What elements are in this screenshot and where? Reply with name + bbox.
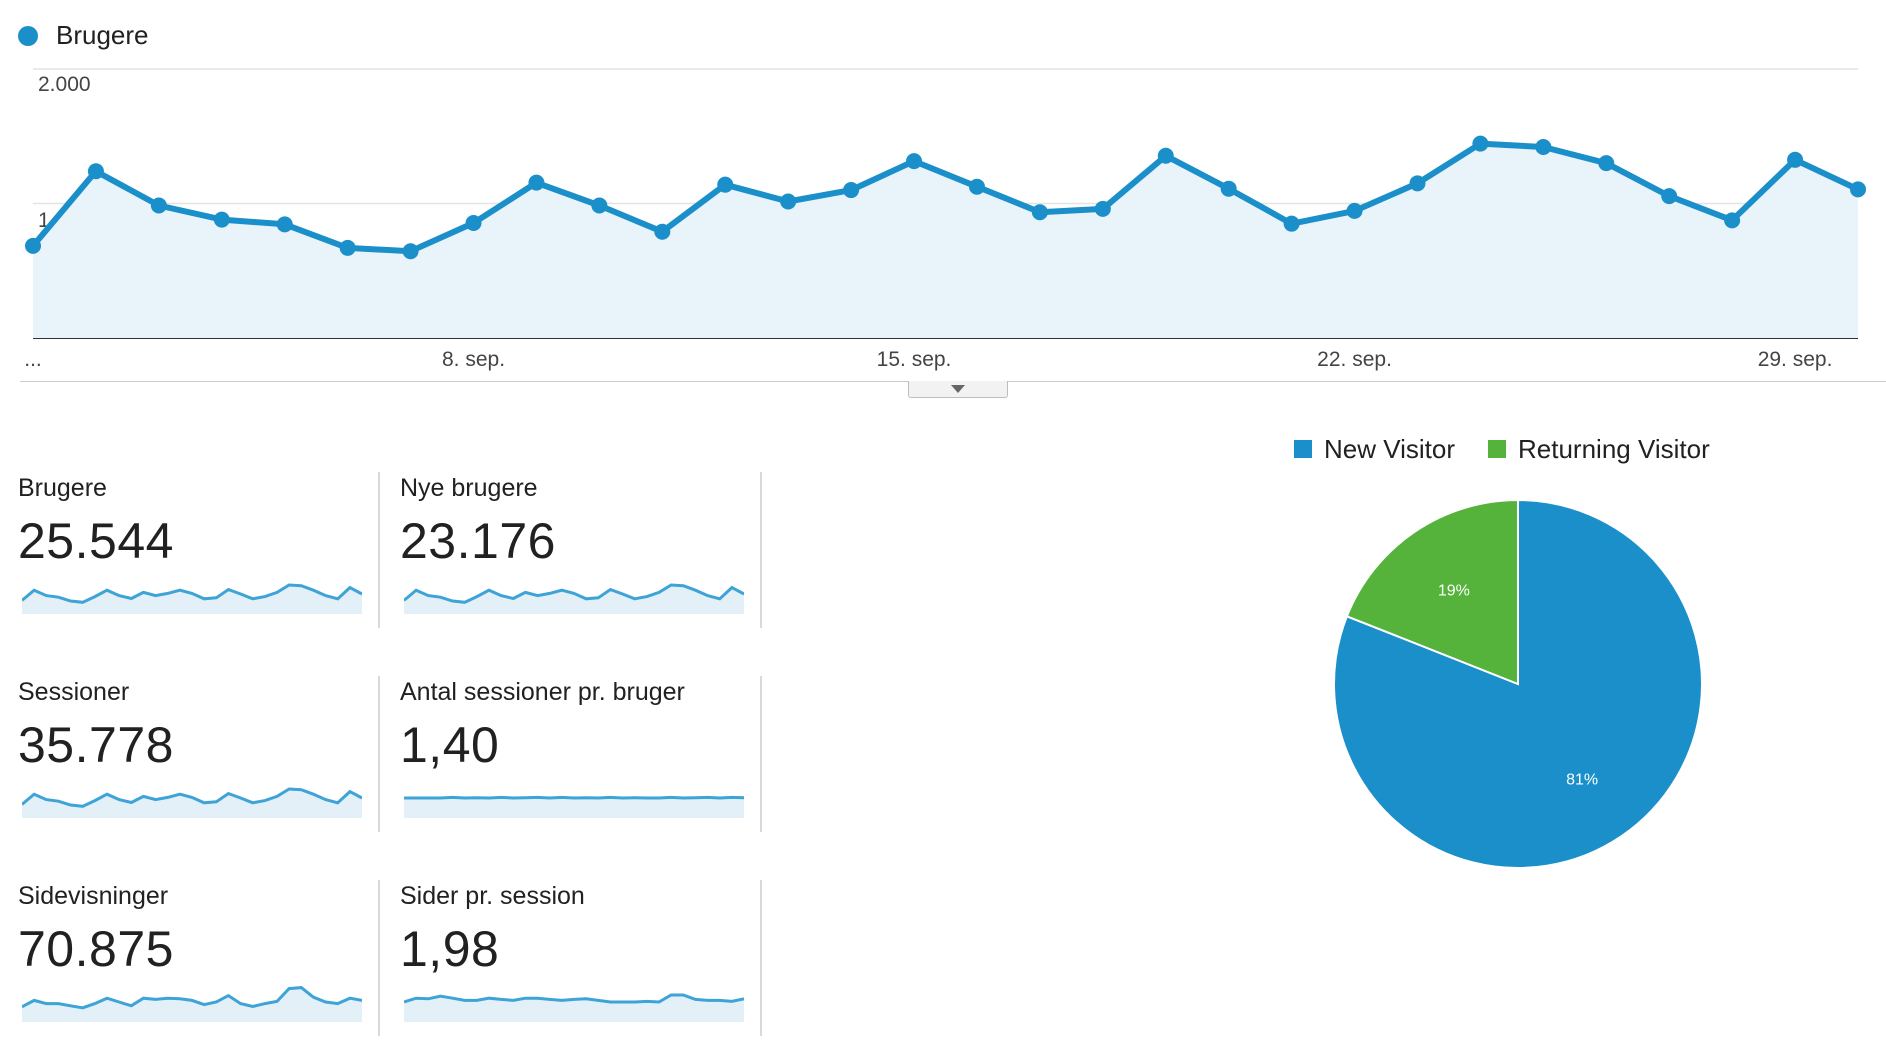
caret-down-icon bbox=[951, 385, 965, 393]
legend-dot-icon bbox=[18, 26, 38, 46]
metric-label: Antal sessioner pr. bruger bbox=[400, 678, 685, 706]
line-point[interactable] bbox=[654, 223, 671, 240]
sparkline-line bbox=[22, 583, 362, 604]
line-point[interactable] bbox=[1283, 215, 1300, 232]
line-point[interactable] bbox=[276, 216, 293, 233]
line-point[interactable] bbox=[591, 197, 608, 214]
sparkline bbox=[404, 583, 744, 614]
metric-separator bbox=[378, 676, 380, 832]
x-tick-label: 22. sep. bbox=[1317, 348, 1392, 371]
line-point[interactable] bbox=[25, 237, 41, 254]
y-tick-2000: 2.000 bbox=[38, 73, 91, 96]
metric-label: Nye brugere bbox=[400, 474, 538, 502]
sparkline bbox=[22, 986, 362, 1022]
line-point[interactable] bbox=[1031, 204, 1048, 221]
sparkline-line bbox=[22, 787, 362, 808]
sparkline bbox=[404, 795, 744, 818]
metric-separator bbox=[378, 472, 380, 628]
line-chart bbox=[25, 68, 1866, 339]
metric-tile[interactable]: Brugere 25.544 bbox=[18, 474, 363, 634]
metric-separator bbox=[760, 472, 762, 628]
sparkline-line bbox=[404, 583, 744, 604]
sparkline-area bbox=[404, 585, 744, 614]
sparkline-area bbox=[404, 995, 744, 1022]
line-point[interactable] bbox=[780, 193, 797, 210]
sparkline-area bbox=[22, 789, 362, 818]
line-point[interactable] bbox=[843, 182, 860, 199]
metric-value: 25.544 bbox=[18, 513, 174, 569]
metric-label: Brugere bbox=[18, 474, 107, 502]
x-tick-label: 29. sep. bbox=[1757, 348, 1833, 371]
sparkline-area bbox=[22, 585, 362, 614]
legend-swatch-icon bbox=[1294, 440, 1312, 458]
metric-value: 1,40 bbox=[400, 717, 500, 773]
sparkline-area bbox=[22, 987, 362, 1022]
line-point[interactable] bbox=[717, 176, 734, 193]
metric-label: Sessioner bbox=[18, 678, 130, 706]
legend-swatch-icon bbox=[1488, 440, 1506, 458]
line-point[interactable] bbox=[213, 211, 230, 228]
sparkline-line bbox=[404, 993, 744, 1004]
pie-chart: 81% 19% bbox=[1333, 498, 1703, 869]
line-point[interactable] bbox=[1157, 147, 1174, 164]
metric-tile[interactable]: Sider pr. session 1,98 bbox=[400, 882, 745, 1042]
line-point[interactable] bbox=[339, 239, 356, 256]
line-point[interactable] bbox=[1220, 180, 1237, 197]
line-point[interactable] bbox=[1787, 151, 1804, 168]
metric-tile[interactable]: Nye brugere 23.176 bbox=[400, 474, 745, 634]
line-point[interactable] bbox=[1409, 175, 1426, 192]
line-point[interactable] bbox=[906, 153, 923, 170]
sparkline bbox=[404, 993, 744, 1022]
metric-label: Sidevisninger bbox=[18, 882, 169, 910]
sparkline bbox=[22, 787, 362, 818]
sparkline-line bbox=[22, 986, 362, 1010]
metric-value: 1,98 bbox=[400, 921, 500, 977]
metric-tile[interactable]: Sidevisninger 70.875 bbox=[18, 882, 363, 1042]
x-tick-label: ... bbox=[24, 348, 42, 371]
line-point[interactable] bbox=[1094, 200, 1111, 217]
line-point[interactable] bbox=[1724, 212, 1741, 229]
pie-slice[interactable] bbox=[1345, 498, 1519, 686]
metric-separator bbox=[760, 880, 762, 1036]
line-point[interactable] bbox=[1535, 139, 1552, 156]
pie-slice-label: 19% bbox=[1438, 583, 1470, 600]
collapse-chart-button[interactable] bbox=[908, 381, 1008, 398]
line-point[interactable] bbox=[1850, 181, 1866, 198]
metric-value: 70.875 bbox=[18, 921, 174, 977]
line-point[interactable] bbox=[87, 163, 104, 180]
metric-separator bbox=[760, 676, 762, 832]
metric-label: Sider pr. session bbox=[400, 882, 585, 910]
pie-legend-label: New Visitor bbox=[1324, 434, 1456, 464]
line-series bbox=[30, 140, 1860, 255]
line-point[interactable] bbox=[528, 174, 545, 191]
x-tick-label: 15. sep. bbox=[876, 348, 952, 371]
line-point[interactable] bbox=[1472, 135, 1489, 152]
sparkline-line bbox=[404, 795, 744, 800]
x-tick-label: 8. sep. bbox=[441, 348, 506, 371]
line-point[interactable] bbox=[968, 178, 985, 195]
metric-tile[interactable]: Sessioner 35.778 bbox=[18, 678, 363, 838]
metric-tile[interactable]: Antal sessioner pr. bruger 1,40 bbox=[400, 678, 745, 838]
pie-slice-label: 81% bbox=[1566, 771, 1598, 788]
sparkline-area bbox=[404, 797, 744, 818]
line-point[interactable] bbox=[402, 243, 419, 260]
metric-separator bbox=[378, 880, 380, 1036]
metric-value: 35.778 bbox=[18, 717, 174, 773]
sparkline bbox=[22, 583, 362, 614]
line-point[interactable] bbox=[1661, 188, 1678, 205]
line-point[interactable] bbox=[465, 215, 482, 232]
legend-label: Brugere bbox=[56, 20, 149, 50]
line-point[interactable] bbox=[150, 197, 167, 214]
line-point[interactable] bbox=[1598, 155, 1615, 172]
pie-slice[interactable] bbox=[1333, 498, 1703, 869]
metric-value: 23.176 bbox=[400, 513, 556, 569]
line-point[interactable] bbox=[1346, 202, 1363, 219]
pie-legend-label: Returning Visitor bbox=[1518, 434, 1710, 464]
